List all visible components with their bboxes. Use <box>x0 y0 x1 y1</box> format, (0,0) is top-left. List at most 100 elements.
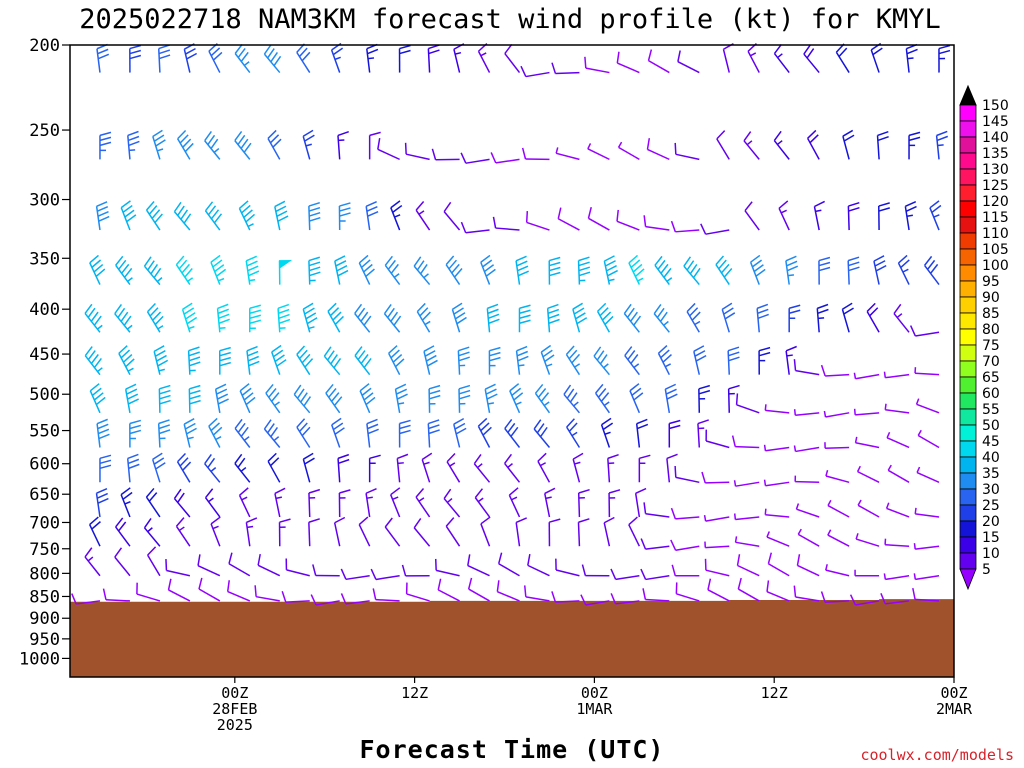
colorbar-label: 130 <box>982 162 1009 178</box>
wind-barb <box>71 593 101 605</box>
wind-barb <box>847 202 860 231</box>
wind-barb <box>492 216 520 231</box>
wind-barb <box>416 302 431 333</box>
wind-barb <box>913 543 940 550</box>
colorbar-swatch <box>959 344 977 362</box>
wind-barb <box>736 554 760 577</box>
wind-barb <box>731 435 760 449</box>
y-tick-label: 400 <box>29 300 60 320</box>
wind-barb <box>856 465 880 483</box>
colorbar-label: 115 <box>982 210 1009 226</box>
wind-barb <box>151 452 166 483</box>
wind-barb <box>490 152 520 164</box>
wind-barb <box>183 43 198 73</box>
wind-barb <box>146 302 164 333</box>
wind-barb <box>89 383 106 414</box>
wind-barb <box>377 137 400 161</box>
colorbar-label: 140 <box>982 130 1009 146</box>
wind-barb <box>401 564 430 577</box>
wind-barb <box>544 487 556 518</box>
wind-barb <box>887 464 910 483</box>
x-axis-label: Forecast Time (UTC) <box>360 735 665 764</box>
wind-barb <box>555 147 580 161</box>
wind-barb <box>480 516 491 547</box>
wind-barb <box>394 383 408 413</box>
wind-barb <box>824 442 850 450</box>
wind-barb <box>337 453 350 483</box>
colorbar-swatch <box>959 296 977 314</box>
y-axis-ticks: 200 250 300 350 400 450 500 550 600 650 700 750 800 8… <box>19 36 70 669</box>
colorbar-label: 55 <box>982 402 1000 418</box>
wind-barb <box>296 418 311 448</box>
wind-barb <box>642 588 670 602</box>
wind-barb <box>600 417 614 448</box>
wind-barb <box>228 552 251 577</box>
wind-barb <box>643 215 670 231</box>
y-tick-label: 250 <box>29 121 60 141</box>
colorbar-label: 80 <box>982 322 1000 338</box>
wind-barb <box>359 383 376 414</box>
credit-link[interactable]: coolwx.com/models <box>860 746 1014 764</box>
wind-barb <box>126 453 140 483</box>
wind-barb <box>705 429 730 449</box>
y-tick-label: 950 <box>29 630 60 650</box>
x-tick-label: 12Z <box>761 684 788 702</box>
wind-barb <box>208 42 223 73</box>
speed-colorbar: 1501451401351301251201151101051009590858… <box>959 84 1009 591</box>
ground-fill <box>70 599 954 677</box>
colorbar-label: 90 <box>982 290 1000 306</box>
wind-barb <box>428 384 441 413</box>
wind-barb <box>917 429 940 449</box>
wind-barb <box>608 489 621 517</box>
wind-barb <box>443 201 461 231</box>
colorbar-swatch <box>959 152 977 170</box>
wind-barb <box>390 200 403 231</box>
wind-barb <box>278 518 291 547</box>
wind-barb <box>263 44 282 74</box>
wind-barb <box>486 303 500 333</box>
wind-barb <box>735 393 760 414</box>
wind-barb <box>572 452 584 483</box>
colorbar-swatch <box>959 136 977 154</box>
wind-barb <box>603 255 618 285</box>
wind-barb <box>548 518 561 547</box>
wind-barb <box>84 346 103 376</box>
wind-barb <box>99 454 112 483</box>
wind-barb <box>277 303 291 333</box>
wind-barb <box>354 346 372 376</box>
wind-barb <box>915 398 940 414</box>
wind-barb <box>204 131 221 160</box>
x-tick-label: 00Z <box>581 684 608 702</box>
wind-barb <box>587 207 610 231</box>
wind-barb <box>218 346 231 375</box>
wind-barb <box>302 129 315 160</box>
wind-barb <box>423 345 438 375</box>
wind-barb <box>540 344 555 375</box>
wind-barb <box>118 345 135 376</box>
wind-barb <box>366 418 379 448</box>
wind-barb <box>734 536 760 547</box>
wind-barb <box>841 302 854 333</box>
colorbar-swatch <box>959 456 977 474</box>
wind-barb <box>758 346 771 375</box>
wind-barb <box>177 130 194 160</box>
wind-barb <box>296 43 311 73</box>
wind-barb <box>99 131 112 160</box>
wind-barb <box>909 325 940 337</box>
wind-barb <box>331 417 345 448</box>
colorbar-label: 110 <box>982 226 1009 242</box>
wind-barb <box>302 302 318 333</box>
wind-barb <box>181 302 198 333</box>
wind-barb <box>421 452 433 483</box>
wind-barb <box>204 488 221 518</box>
wind-barb <box>145 200 163 231</box>
wind-barb <box>842 129 855 160</box>
wind-barb <box>187 346 201 375</box>
x-tick-label: 00Z <box>940 684 967 702</box>
wind-barb <box>537 452 551 483</box>
colorbar-label: 30 <box>982 482 1000 498</box>
wind-barb <box>876 131 889 160</box>
wind-barb <box>827 529 850 547</box>
colorbar-label: 40 <box>982 450 1000 466</box>
wind-barb <box>210 516 221 547</box>
